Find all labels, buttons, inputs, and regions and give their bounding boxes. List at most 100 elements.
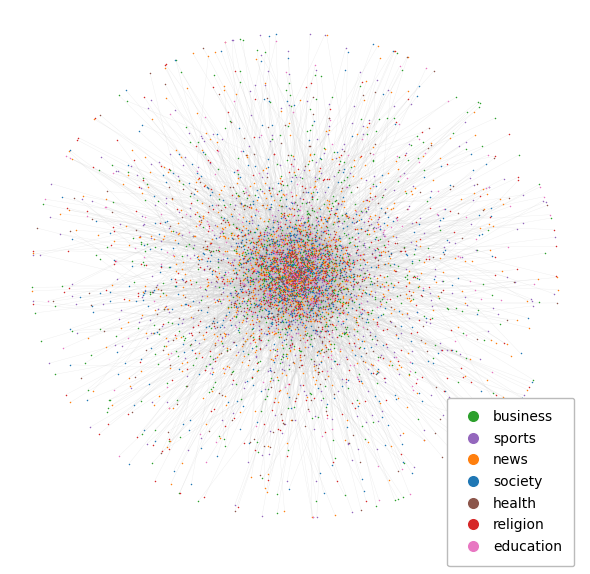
Point: [198, 211, 208, 220]
Point: [301, 257, 310, 266]
Point: [283, 258, 293, 267]
Point: [201, 181, 210, 190]
Point: [326, 298, 335, 308]
Point: [406, 336, 415, 346]
Point: [164, 437, 173, 446]
Point: [325, 290, 335, 299]
Point: [230, 337, 239, 346]
Point: [282, 286, 291, 295]
Point: [195, 328, 204, 337]
Point: [347, 218, 356, 227]
Point: [282, 353, 291, 362]
Point: [238, 146, 248, 155]
Point: [256, 270, 266, 280]
Point: [401, 150, 410, 160]
Point: [149, 329, 158, 338]
Point: [378, 191, 388, 200]
Point: [291, 277, 300, 286]
Point: [345, 339, 354, 348]
Point: [369, 156, 378, 165]
Point: [282, 274, 291, 284]
Point: [301, 246, 310, 255]
Point: [406, 187, 415, 196]
Point: [322, 174, 332, 183]
Point: [284, 273, 294, 282]
Point: [324, 246, 333, 255]
Point: [309, 288, 318, 297]
Point: [314, 359, 324, 369]
Point: [234, 328, 243, 337]
Point: [96, 255, 105, 264]
Point: [327, 236, 336, 245]
Point: [290, 295, 300, 304]
Point: [217, 333, 227, 342]
Point: [303, 296, 312, 305]
Point: [241, 316, 250, 325]
Point: [290, 301, 300, 311]
Point: [290, 276, 300, 285]
Point: [379, 291, 389, 300]
Point: [312, 272, 321, 281]
Point: [273, 272, 282, 281]
Point: [294, 272, 304, 281]
Point: [388, 232, 398, 241]
Point: [392, 291, 402, 300]
Point: [303, 250, 312, 259]
Point: [260, 287, 269, 296]
Point: [293, 274, 303, 284]
Point: [316, 266, 326, 275]
Point: [355, 260, 365, 269]
Point: [296, 355, 305, 364]
Point: [288, 312, 297, 321]
Point: [228, 260, 238, 269]
Point: [165, 437, 175, 446]
Point: [266, 230, 276, 239]
Point: [163, 304, 172, 313]
Point: [363, 309, 373, 319]
Point: [344, 439, 353, 448]
Point: [293, 271, 302, 280]
Point: [283, 247, 293, 257]
Point: [28, 250, 37, 259]
Point: [389, 199, 399, 208]
Point: [266, 289, 276, 298]
Point: [288, 255, 297, 265]
Point: [310, 231, 319, 240]
Point: [327, 281, 337, 290]
Point: [291, 235, 301, 245]
Point: [296, 285, 306, 294]
Point: [403, 348, 412, 357]
Point: [301, 231, 311, 240]
Point: [264, 273, 274, 282]
Point: [260, 228, 269, 237]
Point: [311, 244, 320, 253]
Point: [383, 286, 392, 295]
Point: [345, 293, 355, 302]
Point: [281, 335, 291, 344]
Point: [268, 274, 277, 284]
Point: [314, 270, 324, 280]
Point: [337, 211, 347, 220]
Point: [323, 225, 333, 234]
Point: [250, 265, 259, 274]
Point: [322, 271, 331, 280]
Point: [294, 268, 303, 277]
Point: [302, 250, 312, 259]
Point: [264, 185, 274, 195]
Point: [290, 293, 299, 302]
Point: [328, 288, 337, 297]
Point: [299, 219, 309, 228]
Point: [277, 352, 287, 361]
Point: [293, 275, 303, 284]
Point: [290, 324, 300, 333]
Point: [284, 253, 294, 262]
Point: [272, 248, 281, 257]
Point: [258, 165, 268, 174]
Point: [261, 297, 270, 306]
Point: [303, 310, 312, 319]
Point: [433, 187, 442, 196]
Point: [259, 239, 268, 249]
Point: [320, 269, 329, 278]
Point: [284, 284, 293, 293]
Point: [310, 276, 320, 285]
